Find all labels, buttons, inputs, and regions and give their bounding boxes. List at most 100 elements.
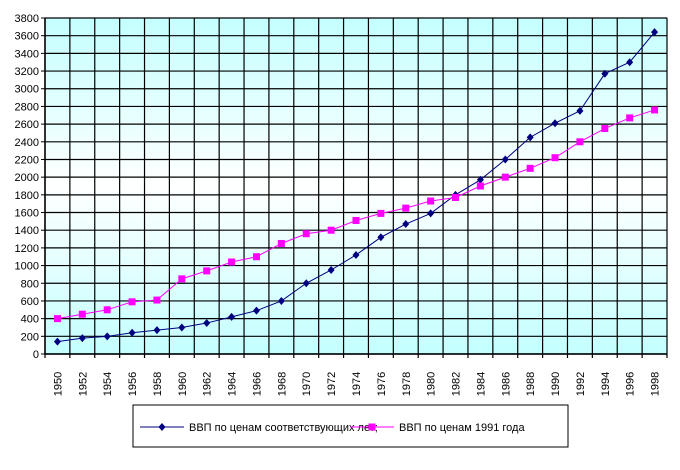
data-point-1 xyxy=(302,279,310,288)
data-point-1 xyxy=(178,323,186,332)
data-point-2 xyxy=(153,296,161,304)
data-point-2 xyxy=(352,216,360,224)
y-tick-label: 400 xyxy=(21,314,39,326)
x-tick-label: 1954 xyxy=(102,372,114,396)
x-tick-label: 1972 xyxy=(326,372,338,396)
data-point-2 xyxy=(526,164,534,172)
x-tick-label: 1988 xyxy=(525,372,537,396)
y-tick-label: 3800 xyxy=(15,13,39,25)
data-point-1 xyxy=(476,175,484,184)
y-tick-label: 1800 xyxy=(15,190,39,202)
x-tick-label: 1964 xyxy=(227,372,239,396)
data-point-1 xyxy=(526,133,534,142)
data-point-2 xyxy=(78,310,86,318)
x-tick-label: 1976 xyxy=(376,372,388,396)
data-point-1 xyxy=(501,155,509,164)
x-tick-label: 1950 xyxy=(52,372,64,396)
y-tick-label: 1200 xyxy=(15,243,39,255)
data-point-1 xyxy=(427,209,435,218)
data-point-1 xyxy=(327,266,335,274)
data-point-2 xyxy=(103,306,111,314)
x-tick-label: 1956 xyxy=(127,372,139,396)
y-tick-label: 1400 xyxy=(15,225,39,237)
y-tick-label: 200 xyxy=(21,331,39,343)
data-point-1 xyxy=(78,334,86,343)
x-tick-label: 1990 xyxy=(550,372,562,396)
data-point-2 xyxy=(427,197,435,205)
x-tick-label: 1994 xyxy=(600,372,612,396)
x-tick-label: 1968 xyxy=(276,372,288,396)
x-tick-label: 1962 xyxy=(202,372,214,396)
data-point-1 xyxy=(576,106,584,115)
data-point-2 xyxy=(476,182,484,190)
x-tick-label: 1984 xyxy=(475,372,487,396)
legend-label-2: ВВП по ценам 1991 года xyxy=(399,422,525,434)
x-tick-label: 1974 xyxy=(351,372,363,396)
x-tick-label: 1998 xyxy=(650,372,662,396)
y-tick-label: 600 xyxy=(21,296,39,308)
data-point-1 xyxy=(153,326,161,335)
data-point-1 xyxy=(601,69,609,78)
data-point-1 xyxy=(203,319,211,328)
data-point-2 xyxy=(601,125,609,133)
data-point-1 xyxy=(377,233,385,242)
y-tick-label: 2000 xyxy=(15,172,39,184)
x-tick-label: 1952 xyxy=(77,372,89,396)
data-point-2 xyxy=(252,253,260,261)
y-tick-label: 3000 xyxy=(15,84,39,96)
x-tick-label: 1960 xyxy=(177,372,189,396)
data-point-2 xyxy=(228,258,236,266)
y-tick-label: 2800 xyxy=(15,101,39,113)
data-point-1 xyxy=(551,119,559,128)
legend-marker-1 xyxy=(158,423,166,431)
y-tick-label: 3400 xyxy=(15,48,39,60)
x-tick-label: 1992 xyxy=(575,372,587,396)
data-point-2 xyxy=(203,267,211,275)
data-point-1 xyxy=(277,296,285,305)
data-point-2 xyxy=(452,193,460,201)
x-tick-label: 1996 xyxy=(625,372,637,396)
x-tick-label: 1980 xyxy=(426,372,438,396)
legend xyxy=(132,404,569,448)
data-point-1 xyxy=(103,332,111,341)
x-tick-label: 1986 xyxy=(500,372,512,396)
y-tick-label: 2200 xyxy=(15,154,39,166)
x-tick-label: 1966 xyxy=(251,372,263,396)
data-point-2 xyxy=(302,230,310,238)
x-tick-label: 1978 xyxy=(401,372,413,396)
data-point-1 xyxy=(252,306,260,315)
data-point-2 xyxy=(277,239,285,247)
data-point-1 xyxy=(402,220,410,229)
data-point-2 xyxy=(651,106,659,114)
data-point-1 xyxy=(651,28,659,37)
data-point-2 xyxy=(327,226,335,234)
x-tick-label: 1982 xyxy=(451,372,463,396)
data-point-1 xyxy=(53,337,61,346)
data-point-2 xyxy=(551,154,559,162)
data-point-1 xyxy=(128,328,136,337)
legend-marker-2 xyxy=(368,423,376,431)
y-tick-label: 0 xyxy=(33,349,39,361)
data-point-2 xyxy=(53,315,61,323)
y-tick-label: 3600 xyxy=(15,31,39,43)
data-point-2 xyxy=(178,275,186,283)
data-point-2 xyxy=(501,173,509,181)
data-point-2 xyxy=(377,209,385,217)
data-point-2 xyxy=(128,298,136,306)
plot-area xyxy=(44,17,668,355)
x-tick-label: 1958 xyxy=(152,372,164,396)
x-tick-label: 1970 xyxy=(301,372,313,396)
y-tick-label: 1600 xyxy=(15,208,39,220)
data-point-1 xyxy=(626,58,634,67)
y-tick-label: 1000 xyxy=(15,261,39,273)
data-point-1 xyxy=(352,250,360,259)
legend-label-1: ВВП по ценам соответствующих лет; xyxy=(189,422,378,434)
y-tick-label: 2600 xyxy=(15,119,39,131)
data-point-1 xyxy=(228,312,236,321)
y-tick-label: 800 xyxy=(21,278,39,290)
y-tick-label: 2400 xyxy=(15,137,39,149)
data-point-2 xyxy=(626,114,634,122)
y-tick-label: 3200 xyxy=(15,66,39,78)
